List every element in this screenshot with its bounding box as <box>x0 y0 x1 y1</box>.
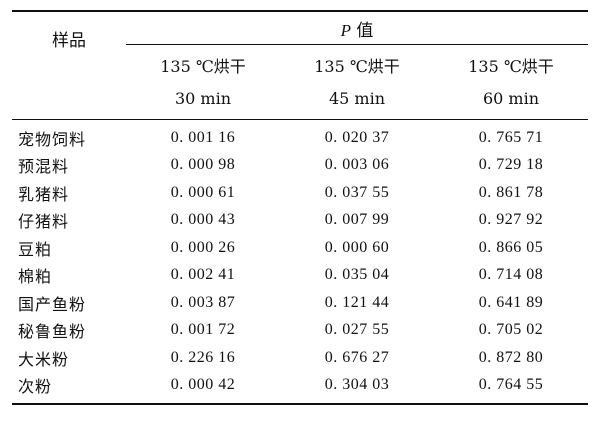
p-value-45min-cell: 0. 020 37 <box>324 128 390 146</box>
p-value-table: 样品 P 值 135 ℃烘干 30 min 135 ℃烘干 45 min 135… <box>12 10 589 405</box>
p-value-60min-cell: 0. 872 80 <box>478 348 544 366</box>
p-value-45min-cell: 0. 121 44 <box>324 293 390 311</box>
table-row: 仔猪料 0. 000 43 0. 007 99 0. 927 92 <box>12 207 588 235</box>
p-value-45min-cell: 0. 007 99 <box>324 211 390 229</box>
p-value-60min-cell: 0. 765 71 <box>478 128 544 146</box>
p-value-30min-cell: 0. 000 98 <box>170 156 236 174</box>
sample-name-cell: 棉粕 <box>18 267 53 287</box>
sample-name-cell: 宠物饲料 <box>18 129 87 149</box>
condition-header-30min: 135 ℃烘干 30 min <box>126 44 280 120</box>
table-body: 宠物饲料 0. 001 16 0. 020 37 0. 765 71 预混料 0… <box>12 120 589 405</box>
p-value-60min-cell: 0. 705 02 <box>478 321 544 339</box>
header-row-conditions: 135 ℃烘干 30 min 135 ℃烘干 45 min 135 ℃烘干 60… <box>12 44 589 120</box>
p-value-60min-cell: 0. 927 92 <box>478 211 544 229</box>
sample-header-label: 样品 <box>52 31 86 51</box>
condition-header-45min: 135 ℃烘干 45 min <box>280 44 434 120</box>
p-value-45min-cell: 0. 027 55 <box>324 321 390 339</box>
p-value-60min-cell: 0. 764 55 <box>434 371 589 405</box>
p-value-45min-cell: 0. 676 27 <box>324 348 390 366</box>
condition-duration: 30 min <box>174 89 232 108</box>
p-value-30min-cell: 0. 000 26 <box>170 238 236 256</box>
table-row: 预混料 0. 000 98 0. 003 06 0. 729 18 <box>12 152 588 180</box>
p-value-60min-cell: 0. 866 05 <box>478 238 544 256</box>
p-value-group-header: P 值 <box>126 10 589 45</box>
condition-duration: 60 min <box>482 89 540 108</box>
sample-name-cell: 秘鲁鱼粉 <box>18 322 87 342</box>
condition-header-60min: 135 ℃烘干 60 min <box>434 44 589 120</box>
p-value-30min-cell: 0. 001 72 <box>170 321 236 339</box>
p-symbol: P <box>340 20 351 40</box>
p-value-60min-cell: 0. 641 89 <box>478 293 544 311</box>
condition-duration: 45 min <box>328 89 386 108</box>
p-value-45min-cell: 0. 304 03 <box>280 371 434 405</box>
p-value-30min-cell: 0. 226 16 <box>170 348 236 366</box>
table-row: 乳猪料 0. 000 61 0. 037 55 0. 861 78 <box>12 179 588 207</box>
sample-name-cell: 乳猪料 <box>18 184 70 204</box>
sample-name-cell: 豆粕 <box>18 239 53 259</box>
p-value-30min-cell: 0. 000 43 <box>170 211 236 229</box>
p-value-30min-cell: 0. 001 16 <box>170 128 236 146</box>
condition-label: 135 ℃烘干 <box>160 57 246 76</box>
table-row: 国产鱼粉 0. 003 87 0. 121 44 0. 641 89 <box>12 289 588 317</box>
p-value-30min-cell: 0. 002 41 <box>170 266 236 284</box>
p-value-table-container: 样品 P 值 135 ℃烘干 30 min 135 ℃烘干 45 min 135… <box>12 10 589 405</box>
table-row: 豆粕 0. 000 26 0. 000 60 0. 866 05 <box>12 234 588 262</box>
p-value-60min-cell: 0. 861 78 <box>478 183 544 201</box>
p-value-60min-cell: 0. 714 08 <box>478 266 544 284</box>
sample-name-cell: 大米粉 <box>18 349 70 369</box>
table-row: 秘鲁鱼粉 0. 001 72 0. 027 55 0. 705 02 <box>12 317 588 345</box>
table-row: 大米粉 0. 226 16 0. 676 27 0. 872 80 <box>12 344 588 372</box>
p-value-45min-cell: 0. 035 04 <box>324 266 390 284</box>
table-row: 棉粕 0. 002 41 0. 035 04 0. 714 08 <box>12 262 588 290</box>
p-value-30min-cell: 0. 000 42 <box>126 371 280 405</box>
p-value-45min-cell: 0. 000 60 <box>324 238 390 256</box>
table-header: 样品 P 值 135 ℃烘干 30 min 135 ℃烘干 45 min 135… <box>12 10 589 120</box>
p-value-30min-cell: 0. 000 61 <box>170 183 236 201</box>
condition-label: 135 ℃烘干 <box>314 57 400 76</box>
header-row-p: 样品 P 值 <box>12 10 589 120</box>
sample-name-cell: 预混料 <box>18 157 70 177</box>
condition-label: 135 ℃烘干 <box>468 57 554 76</box>
p-value-30min-cell: 0. 003 87 <box>170 293 236 311</box>
sample-column-header: 样品 <box>12 10 126 120</box>
p-suffix: 值 <box>351 20 374 41</box>
sample-name-cell: 仔猪料 <box>18 212 70 232</box>
table-row: 宠物饲料 0. 001 16 0. 020 37 0. 765 71 <box>12 120 588 152</box>
table-row: 次粉 0. 000 42 0. 304 03 0. 764 55 <box>12 371 589 405</box>
sample-name-cell: 次粉 <box>12 371 126 405</box>
p-value-60min-cell: 0. 729 18 <box>478 156 544 174</box>
p-value-45min-cell: 0. 037 55 <box>324 183 390 201</box>
sample-name-cell: 国产鱼粉 <box>18 294 87 314</box>
p-value-45min-cell: 0. 003 06 <box>324 156 390 174</box>
